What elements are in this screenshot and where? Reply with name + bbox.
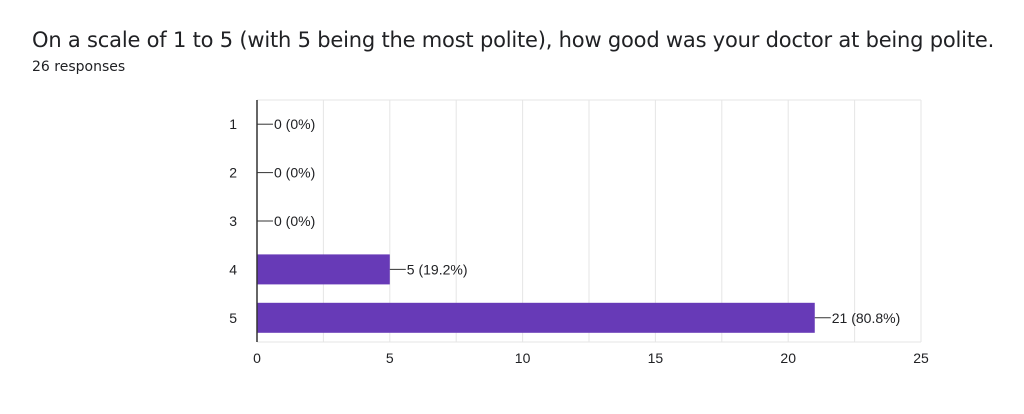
x-tick-label: 20 bbox=[780, 350, 796, 366]
category-label: 2 bbox=[229, 165, 237, 181]
data-label: 5 (19.2%) bbox=[407, 261, 468, 277]
data-label: 21 (80.8%) bbox=[832, 310, 900, 326]
x-tick-label: 5 bbox=[386, 350, 394, 366]
category-label: 4 bbox=[229, 261, 237, 277]
data-label: 0 (0%) bbox=[274, 116, 315, 132]
x-tick-label: 10 bbox=[515, 350, 531, 366]
x-tick-label: 25 bbox=[913, 350, 929, 366]
category-label: 1 bbox=[229, 116, 237, 132]
category-label: 3 bbox=[229, 213, 237, 229]
response-count: 26 responses bbox=[32, 59, 126, 75]
question-title: On a scale of 1 to 5 (with 5 being the m… bbox=[32, 28, 995, 52]
bar bbox=[257, 254, 390, 285]
x-tick-label: 0 bbox=[253, 350, 261, 366]
category-label: 5 bbox=[229, 310, 237, 326]
data-label: 0 (0%) bbox=[274, 165, 315, 181]
data-label: 0 (0%) bbox=[274, 213, 315, 229]
bar bbox=[257, 302, 815, 333]
x-tick-label: 15 bbox=[648, 350, 664, 366]
